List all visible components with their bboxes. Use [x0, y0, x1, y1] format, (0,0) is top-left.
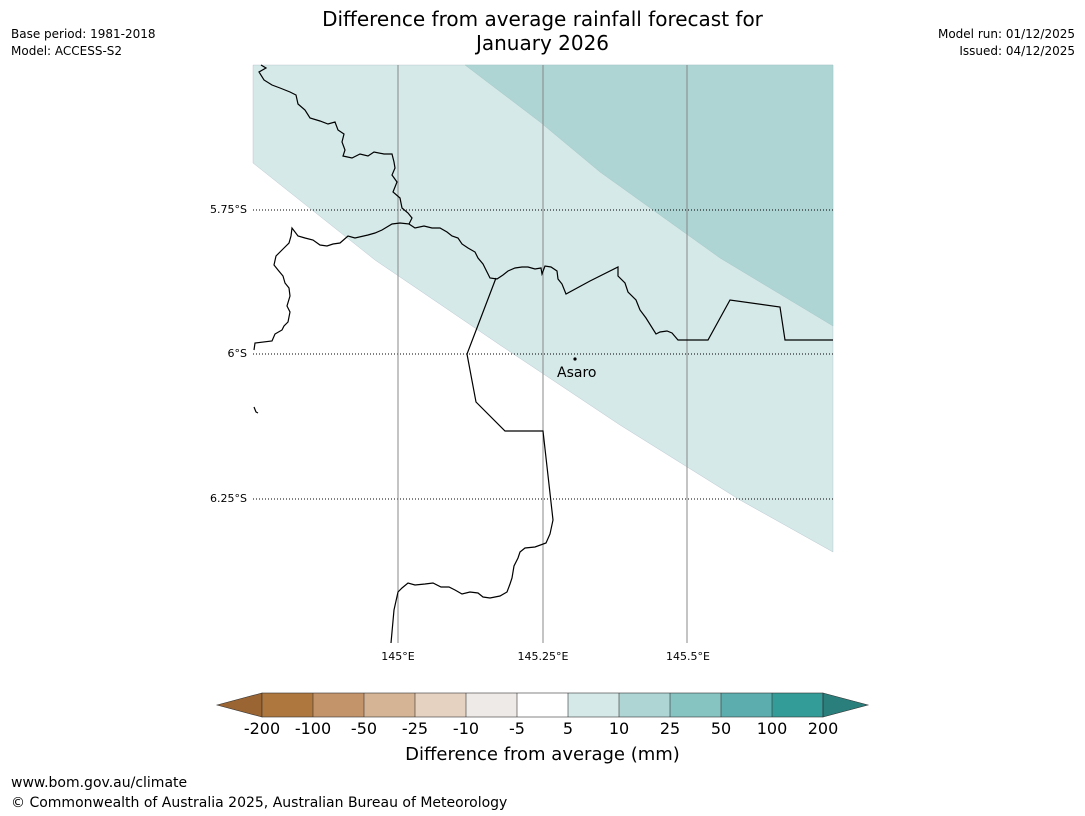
colorbar-segment — [415, 693, 466, 717]
band-10-to-25 — [464, 64, 834, 327]
border-fragment — [253, 406, 259, 414]
lat-label-6: 6°S — [227, 347, 247, 360]
colorbar-segment — [721, 693, 772, 717]
colorbar-tick: 100 — [756, 719, 788, 738]
asaro-marker — [573, 357, 577, 361]
colorbar-segment — [262, 693, 313, 717]
colorbar-segment — [772, 693, 823, 717]
colorbar-segment — [568, 693, 619, 717]
base-period-text: Base period: 1981-2018 — [11, 27, 156, 41]
colorbar-outline — [261, 692, 824, 718]
footer-copyright: © Commonwealth of Australia 2025, Austra… — [11, 795, 508, 811]
province-border-south — [390, 277, 554, 644]
colorbar-segment — [670, 693, 721, 717]
colorbar-tick: 25 — [659, 719, 681, 738]
model-run-text: Model run: 01/12/2025 — [937, 27, 1075, 41]
colorbar-tick: 50 — [710, 719, 732, 738]
colorbar-tick: 5 — [562, 719, 574, 738]
map-title-line1: Difference from average rainfall forecas… — [322, 7, 763, 31]
province-border-north — [253, 64, 413, 351]
forecast-meta-right: Model run: 01/12/2025 Issued: 04/12/2025 — [938, 26, 1075, 60]
lon-label-145-5: 145.5°E — [666, 650, 710, 663]
lon-label-145-25: 145.25°E — [517, 650, 569, 663]
colorbar-tick: -10 — [452, 719, 480, 738]
lat-label-5-75: 5.75°S — [210, 203, 247, 216]
colorbar-segment — [517, 693, 568, 717]
lat-label-6-25: 6.25°S — [210, 492, 247, 505]
colorbar-title: Difference from average (mm) — [405, 744, 680, 765]
issued-text: Issued: 04/12/2025 — [959, 44, 1075, 58]
lon-label-145: 145°E — [381, 650, 415, 663]
colorbar-segment — [364, 693, 415, 717]
colorbar-tick: 10 — [608, 719, 630, 738]
province-border-central — [408, 223, 833, 341]
map-title: Difference from average rainfall forecas… — [0, 7, 1085, 55]
model-text: Model: ACCESS-S2 — [11, 44, 123, 58]
asaro-label: Asaro — [557, 365, 597, 381]
colorbar-segment — [619, 693, 670, 717]
map-title-line2: January 2026 — [475, 31, 610, 55]
colorbar-segment — [313, 693, 364, 717]
colorbar-arrow-high — [822, 692, 870, 718]
colorbar-tick: -5 — [509, 719, 525, 738]
colorbar-tick: 200 — [807, 719, 839, 738]
colorbar-tick: -50 — [350, 719, 378, 738]
footer-url[interactable]: www.bom.gov.au/climate — [11, 775, 188, 791]
colorbar-tick: -200 — [243, 719, 281, 738]
colorbar-segment — [466, 693, 517, 717]
forecast-meta-left: Base period: 1981-2018 Model: ACCESS-S2 — [11, 26, 156, 60]
colorbar-tick: -25 — [401, 719, 429, 738]
colorbar-arrow-low — [215, 692, 263, 718]
colorbar-tick: -100 — [294, 719, 332, 738]
